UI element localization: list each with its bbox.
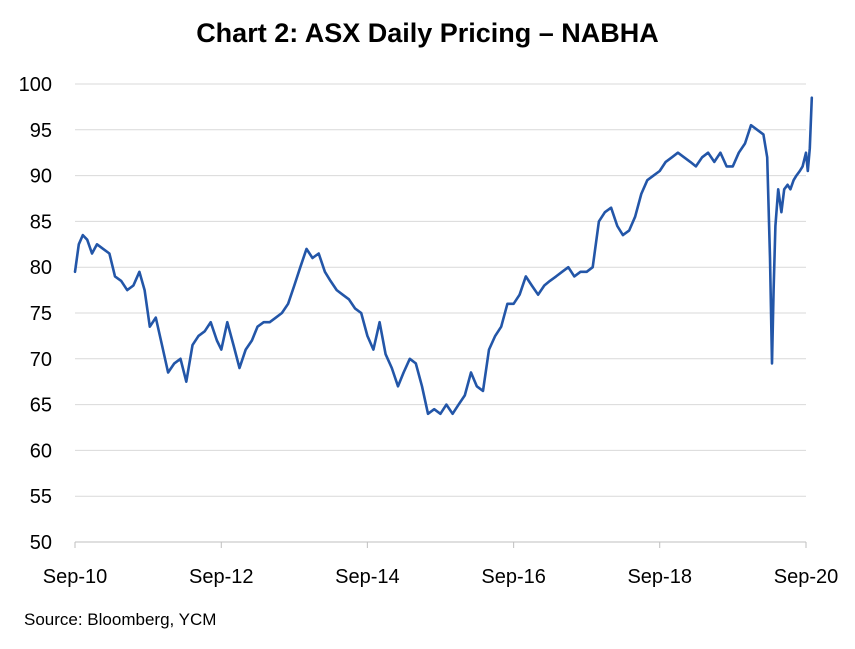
x-tick-label: Sep-12 bbox=[189, 566, 254, 588]
y-tick-label: 85 bbox=[30, 211, 52, 233]
x-tick-label: Sep-10 bbox=[43, 566, 108, 588]
chart-title: Chart 2: ASX Daily Pricing – NABHA bbox=[196, 18, 659, 48]
y-tick-label: 70 bbox=[30, 349, 52, 371]
price-line bbox=[73, 96, 814, 416]
gridlines bbox=[75, 83, 806, 497]
y-tick-label: 60 bbox=[30, 440, 52, 462]
y-tick-label: 75 bbox=[30, 303, 52, 325]
series-lines bbox=[73, 96, 814, 416]
x-axis-tick-labels: Sep-10 Sep-12 Sep-14 Sep-16 Sep-18 Sep-20 bbox=[43, 566, 839, 588]
y-tick-label: 65 bbox=[30, 395, 52, 417]
y-tick-label: 100 bbox=[19, 74, 52, 96]
y-tick-label: 55 bbox=[30, 486, 52, 508]
x-tick-label: Sep-18 bbox=[627, 566, 692, 588]
x-tick-label: Sep-16 bbox=[481, 566, 546, 588]
y-tick-label: 95 bbox=[30, 120, 52, 142]
y-tick-label: 90 bbox=[30, 166, 52, 188]
x-tick-label: Sep-14 bbox=[335, 566, 400, 588]
x-axis bbox=[74, 541, 807, 548]
y-tick-label: 50 bbox=[30, 532, 52, 554]
y-tick-label: 80 bbox=[30, 257, 52, 279]
x-tick-label: Sep-20 bbox=[774, 566, 839, 588]
source-note: Source: Bloomberg, YCM bbox=[24, 610, 217, 629]
y-axis-tick-labels: 50 55 60 65 70 75 80 85 90 95 100 bbox=[19, 74, 52, 554]
